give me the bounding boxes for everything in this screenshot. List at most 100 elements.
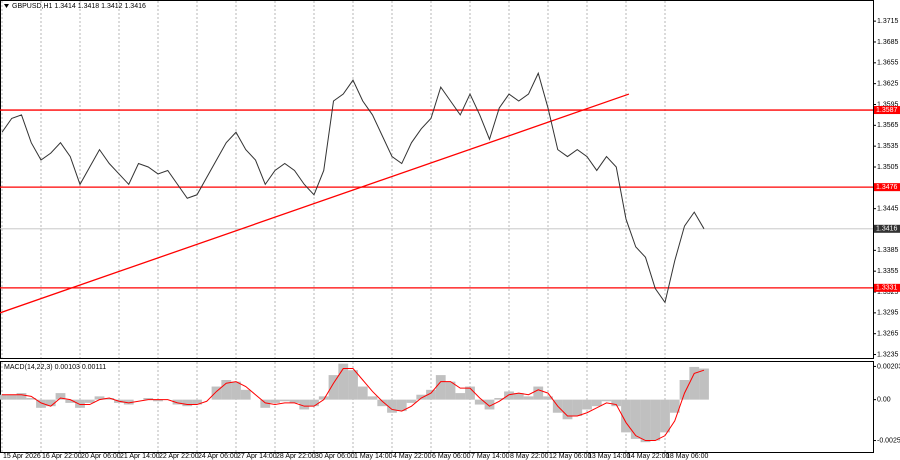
- level-label-box: [874, 283, 900, 292]
- y-tick-label: 1.3295: [877, 310, 899, 317]
- x-tick-label: 12 May 06:00: [549, 453, 592, 460]
- macd-bar: [669, 399, 680, 413]
- macd-bar: [435, 375, 446, 400]
- y-tick-label: 0.00: [877, 396, 891, 403]
- macd-bar: [153, 399, 163, 402]
- macd-bar: [504, 391, 514, 400]
- macd-bar: [84, 399, 95, 403]
- y-tick-label: 1.3565: [877, 122, 899, 129]
- macd-bar: [640, 399, 651, 443]
- level-label: 1.3331: [876, 285, 898, 292]
- macd-bar: [357, 386, 368, 400]
- level-label: 1.3587: [876, 107, 898, 114]
- macd-bar: [650, 399, 661, 441]
- y-tick-label: 1.3505: [877, 164, 899, 171]
- price-panel: [0, 0, 874, 359]
- macd-bar: [240, 389, 251, 400]
- x-tick-label: 28 Apr 22:00: [276, 453, 316, 460]
- macd-bar: [75, 399, 85, 408]
- macd-bar: [143, 398, 154, 400]
- macd-bar: [26, 398, 37, 400]
- macd-bar: [621, 399, 631, 433]
- macd-bar: [562, 399, 573, 420]
- x-tick-label: 18 May 06:00: [666, 453, 709, 460]
- macd-bar: [318, 396, 329, 400]
- x-tick-label: 7 May 14:00: [471, 453, 510, 460]
- x-tick-label: 21 Apr 14:00: [120, 453, 160, 460]
- macd-bar: [36, 399, 46, 408]
- macd-bar: [16, 393, 27, 400]
- macd-bar: [572, 399, 583, 416]
- level-label-box: [874, 106, 900, 115]
- x-tick-label: 27 Apr 14:00: [237, 453, 277, 460]
- macd-bar: [348, 370, 358, 400]
- y-tick-label: 1.3655: [877, 60, 899, 67]
- macd-bar: [513, 393, 524, 400]
- macd-bar: [494, 398, 505, 400]
- macd-bar: [533, 386, 544, 400]
- x-tick-label: 1 May 14:00: [354, 453, 393, 460]
- macd-bar: [543, 396, 553, 400]
- y-tick-label: -0.0025: [877, 437, 900, 444]
- macd-bar: [6, 394, 17, 400]
- y-tick-label: 1.3265: [877, 331, 899, 338]
- macd-bar: [611, 399, 622, 407]
- macd-bar: [396, 399, 407, 412]
- x-tick-label: 20 Apr 06:00: [81, 453, 121, 460]
- macd-bar: [523, 396, 534, 400]
- current-price-label: 1.3416: [876, 226, 898, 233]
- macd-bar: [406, 399, 417, 403]
- level-label-box: [874, 183, 900, 192]
- macd-bar: [630, 399, 641, 439]
- macd-bar: [387, 399, 397, 413]
- macd-bar: [689, 366, 700, 400]
- x-tick-label: 16 Apr 22:00: [42, 453, 82, 460]
- macd-title: MACD(14,22,3) 0.00103 0.00111: [4, 364, 106, 371]
- macd-bar: [465, 386, 475, 400]
- macd-bar: [299, 399, 310, 410]
- x-tick-label: 15 Apr 2026: [3, 453, 41, 460]
- y-tick-label: 1.3325: [877, 289, 899, 296]
- x-tick-label: 30 Apr 06:00: [315, 453, 355, 460]
- macd-bar: [474, 399, 485, 405]
- macd-bar: [221, 380, 232, 400]
- macd-bar: [660, 399, 670, 433]
- macd-bar: [279, 399, 290, 402]
- y-tick-label: 1.3595: [877, 101, 899, 108]
- macd-bar: [104, 398, 115, 400]
- trend-line: [0, 93, 630, 314]
- menu-triangle: [4, 4, 9, 8]
- level-label: 1.3476: [876, 184, 898, 191]
- macd-bar: [582, 399, 592, 410]
- x-tick-label: 22 Apr 22:00: [159, 453, 199, 460]
- x-tick-label: 13 May 14:00: [588, 453, 631, 460]
- x-tick-label: 24 Apr 06:00: [198, 453, 238, 460]
- y-tick-label: 1.3385: [877, 247, 899, 254]
- macd-bar: [445, 381, 456, 400]
- y-tick-label: 1.3235: [877, 351, 899, 358]
- macd-bar: [338, 363, 349, 400]
- macd-bar: [192, 399, 202, 405]
- macd-bar: [591, 399, 602, 407]
- macd-bar: [182, 399, 193, 407]
- y-tick-label: 1.3715: [877, 18, 899, 25]
- x-tick-label: 4 May 22:00: [393, 453, 432, 460]
- macd-bar: [601, 399, 612, 402]
- chart-title: GBPUSD,H1 1.3414 1.3418 1.3412 1.3416: [12, 3, 146, 10]
- y-tick-label: 1.3535: [877, 143, 899, 150]
- y-tick-label: 0.00203: [877, 363, 900, 370]
- x-tick-label: 14 May 22:00: [627, 453, 670, 460]
- macd-bar: [377, 399, 388, 407]
- macd-bar: [416, 394, 427, 400]
- macd-bar: [455, 393, 466, 400]
- macd-bar: [55, 393, 66, 400]
- current-price-box: [874, 224, 900, 233]
- y-tick-label: 1.3625: [877, 80, 899, 87]
- macd-bar: [94, 396, 105, 400]
- macd-bar: [679, 380, 690, 400]
- macd-bar: [309, 399, 319, 407]
- macd-bar: [65, 399, 76, 403]
- macd-bar: [211, 386, 222, 400]
